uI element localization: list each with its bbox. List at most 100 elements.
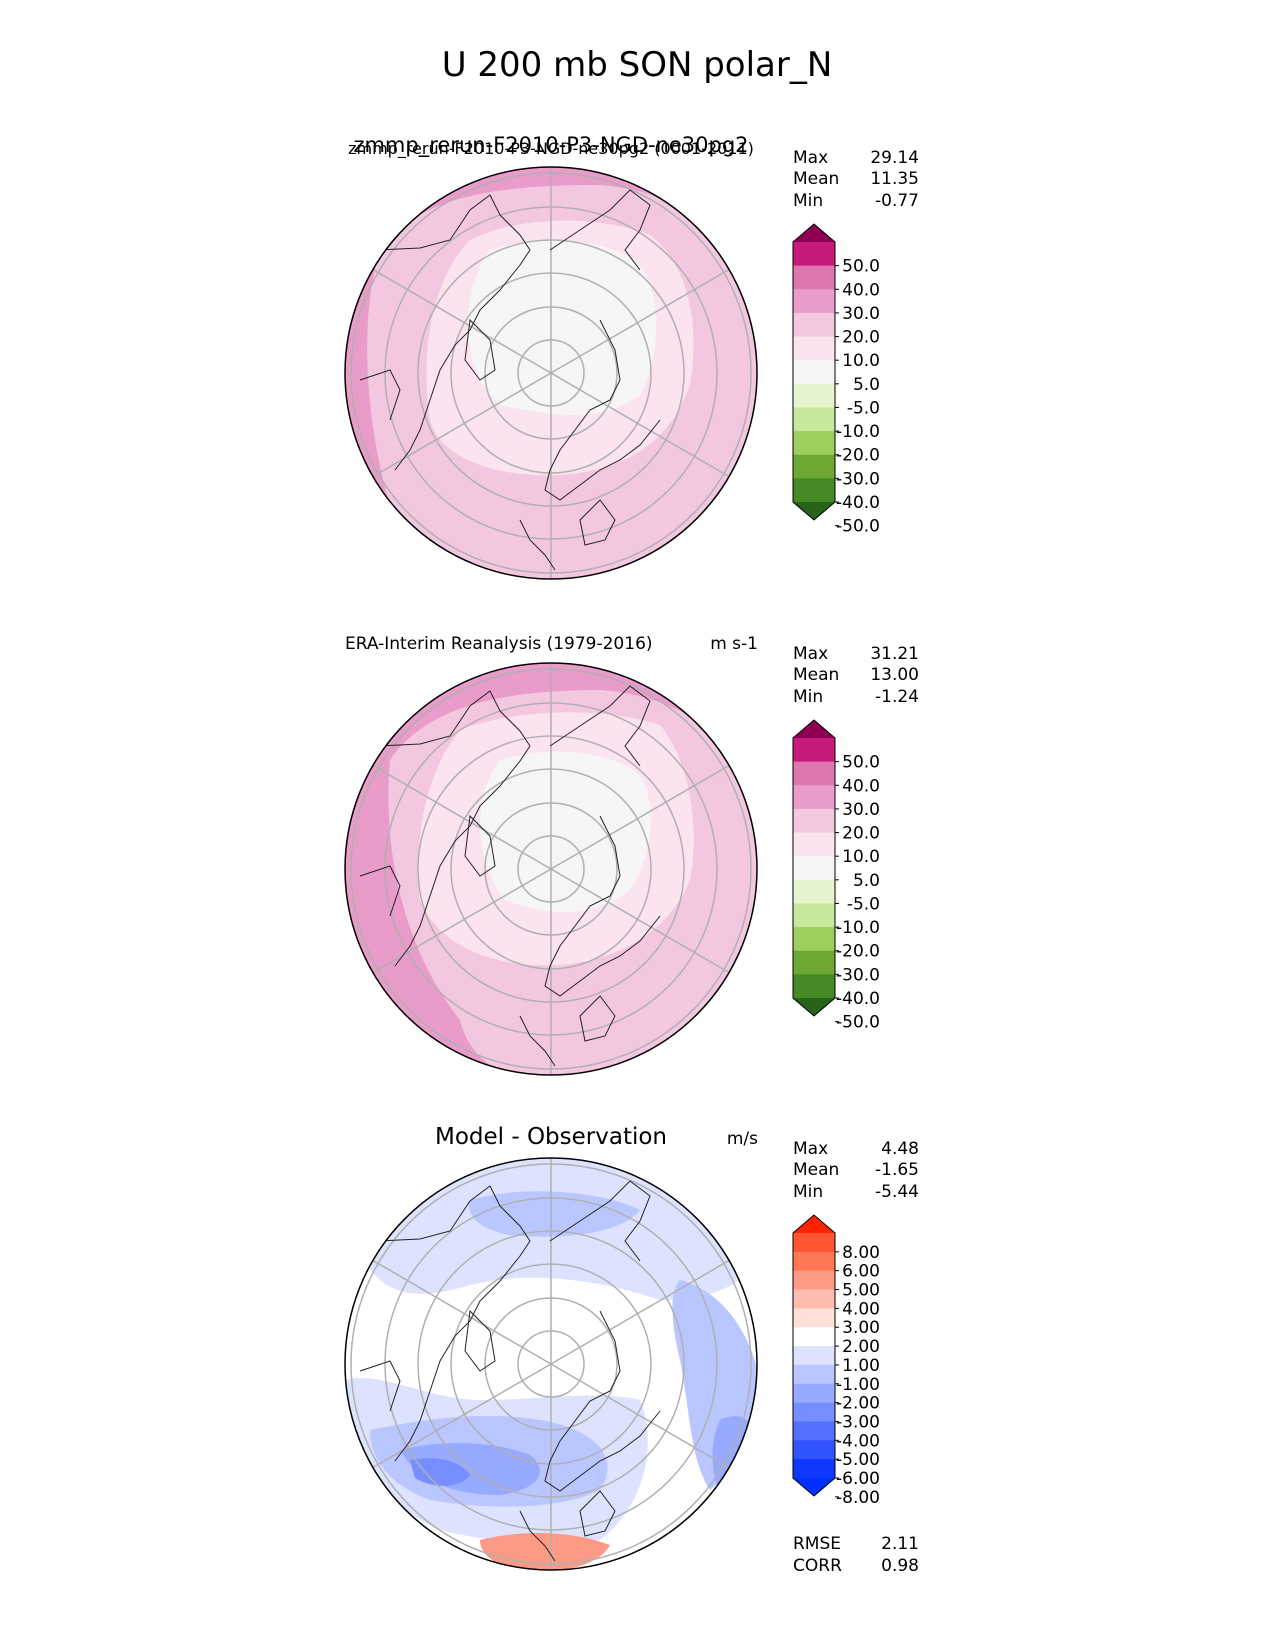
colorbar-segment (793, 1289, 835, 1309)
panel-observation: ERA-Interim Reanalysis (1979-2016) m s-1 (344, 634, 919, 1076)
map-boundary (344, 166, 758, 580)
colorbar-segment (793, 1308, 835, 1328)
panel-title-overlap-a: zmmp_rerun-F2010-P3-NGD-ne30pg2 (353, 133, 748, 158)
stat-value-min: -1.24 (875, 687, 919, 707)
colorbar-segment (793, 761, 835, 786)
colorbar-tick-label: -20.0 (836, 446, 880, 466)
colorbar-segment (793, 785, 835, 810)
colorbar-segment (793, 265, 835, 290)
polar-map (345, 663, 757, 1075)
colorbar-segment (793, 431, 835, 456)
stat-label-max: Max (793, 1139, 828, 1159)
colorbar-segment (793, 808, 835, 834)
colorbar-segment (793, 312, 835, 338)
colorbar-tick-label: 2.00 (842, 1337, 880, 1357)
colorbar-segment (793, 856, 835, 881)
colorbar-tick-label: 1.00 (842, 1356, 880, 1376)
colorbar-tick-label: 4.00 (842, 1299, 880, 1319)
stat-value-max: 29.14 (870, 148, 919, 168)
colorbar-tick-label: -5.0 (847, 894, 880, 914)
colorbar-tick-label: 20.0 (842, 328, 880, 348)
colorbar-tick-label: 40.0 (842, 280, 880, 300)
colorbar-extend-top (793, 720, 835, 738)
panel-difference: Model - Observation m/s (344, 1124, 919, 1576)
field-band-minus4-minus5-south (410, 1458, 470, 1486)
colorbar-tick-label: 5.0 (853, 871, 880, 891)
colorbar-tick-label: -10.0 (836, 422, 880, 442)
colorbar-tick-label: -1.00 (836, 1375, 880, 1395)
colorbar-tick-label: -40.0 (836, 493, 880, 513)
stat-value-rmse: 2.11 (881, 1534, 919, 1554)
stat-label-mean: Mean (793, 169, 839, 189)
panel-title: Model - Observation (435, 1124, 667, 1150)
colorbar-tick-label: 10.0 (842, 847, 880, 867)
panel-units: m s-1 (710, 634, 758, 654)
colorbar-tick-label: 30.0 (842, 304, 880, 324)
stats-block: Max 29.14 Mean 11.35 Min -0.77 (793, 148, 919, 211)
colorbar-segment (793, 336, 835, 361)
grid-meridians (366, 167, 736, 579)
colorbar-segment (793, 832, 835, 857)
colorbar-tick-label: -30.0 (836, 965, 880, 985)
colorbar-extend-bottom (793, 1478, 835, 1496)
stat-value-corr: 0.98 (881, 1556, 919, 1576)
colorbar-tick-label: -3.00 (836, 1412, 880, 1432)
map-boundary (344, 1157, 758, 1571)
colorbar-tick-label: 40.0 (842, 776, 880, 796)
grid-meridians (366, 663, 736, 1075)
colorbar-segment (793, 1270, 835, 1291)
field-band-minus5-5 (467, 240, 657, 415)
colorbar-tick-label: -8.00 (836, 1488, 880, 1508)
stat-label-max: Max (793, 148, 828, 168)
polar-map (345, 1158, 757, 1570)
colorbar-segment (793, 1459, 835, 1479)
stat-label-rmse: RMSE (793, 1534, 841, 1554)
colorbar-segment (793, 1251, 835, 1272)
colorbar-segment (793, 360, 835, 385)
error-stats-block: RMSE 2.11 CORR 0.98 (793, 1534, 919, 1576)
colorbar-segment (793, 1327, 835, 1347)
grid-meridians (366, 1158, 736, 1570)
colorbar-tick-label: 5.0 (853, 375, 880, 395)
colorbar-tick-label: 30.0 (842, 800, 880, 820)
colorbar-segment (793, 407, 835, 432)
colorbar-tick-label: 50.0 (842, 257, 880, 277)
stat-value-mean: 13.00 (870, 665, 919, 685)
colorbar-tick-label: 3.00 (842, 1318, 880, 1338)
colorbar-extend-bottom (793, 998, 835, 1016)
polar-map (345, 167, 757, 579)
stat-value-min: -5.44 (875, 1182, 919, 1202)
stats-block: Max 31.21 Mean 13.00 Min -1.24 (793, 644, 919, 707)
colorbar: 50.0 40.0 30.0 20.0 10.0 5.0 -5.0 -10.0 -20.0 -30… (792, 223, 880, 537)
stat-label-mean: Mean (793, 665, 839, 685)
stat-value-mean: -1.65 (875, 1160, 919, 1180)
colorbar-extend-top (793, 1215, 835, 1233)
colorbar-tick-label: 6.00 (842, 1262, 880, 1282)
colorbar-segment (793, 1402, 835, 1422)
colorbar-tick-label: -5.00 (836, 1450, 880, 1470)
colorbar-extend-top (793, 224, 835, 242)
coastlines (359, 1180, 661, 1562)
colorbar-segment (793, 1421, 835, 1441)
colorbar: 8.006.005.004.003.002.001.00-1.00-2.00-3… (792, 1214, 880, 1508)
colorbar-segment (793, 738, 835, 763)
stat-label-min: Min (793, 1182, 823, 1202)
colorbar-tick-label: -4.00 (836, 1431, 880, 1451)
colorbar-tick-label: 20.0 (842, 824, 880, 844)
stat-label-corr: CORR (793, 1556, 842, 1576)
panel-title-overlap-b: zmmp_rerun-F2010-P3-NGD-ne30pg2 (0001-20… (348, 139, 754, 159)
colorbar-segment (793, 903, 835, 928)
colorbar-segment (793, 1233, 835, 1253)
stat-value-min: -0.77 (875, 191, 919, 211)
colorbar-segment (793, 242, 835, 267)
stat-label-max: Max (793, 644, 828, 664)
colorbar-segment (793, 1440, 835, 1460)
colorbar-segment (793, 974, 835, 999)
colorbar-tick-label: 5.00 (842, 1281, 880, 1301)
panel-title: ERA-Interim Reanalysis (1979-2016) (345, 634, 653, 654)
colorbar-tick-label: -30.0 (836, 469, 880, 489)
colorbar-tick-label: 50.0 (842, 753, 880, 773)
stat-value-max: 4.48 (881, 1139, 919, 1159)
colorbar-segment (793, 1346, 835, 1366)
